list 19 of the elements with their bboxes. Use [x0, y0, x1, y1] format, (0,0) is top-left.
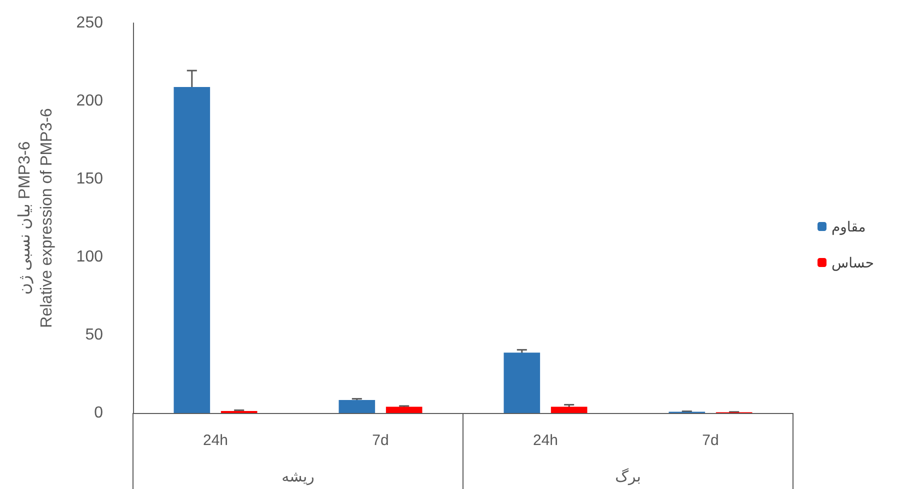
- bar: [504, 352, 540, 413]
- x-tick-label: 24h: [202, 432, 228, 449]
- x-tick-label: 24h: [532, 432, 558, 449]
- bar: [550, 406, 588, 413]
- y-tick-label: 100: [76, 248, 104, 266]
- bar: [174, 86, 210, 413]
- y-tick-label: 50: [85, 326, 104, 344]
- x-tick-label: 7d: [702, 432, 719, 449]
- y-tick-label: 0: [94, 404, 104, 422]
- bar: [338, 400, 376, 413]
- text: برگ: [615, 468, 641, 486]
- y-tick-label: 250: [76, 14, 104, 32]
- y-tick-label: 200: [76, 92, 104, 110]
- legend-label: مقاوم: [832, 218, 866, 236]
- legend-label: حساس: [832, 254, 874, 272]
- y-tick-label: 150: [76, 170, 104, 188]
- x-tick-label: 7d: [372, 432, 389, 449]
- bar: [386, 406, 422, 413]
- text: ریشه: [282, 468, 314, 486]
